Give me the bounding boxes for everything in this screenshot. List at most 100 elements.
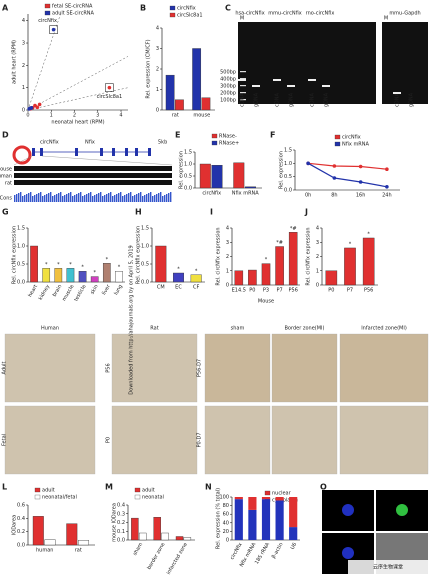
conservation — [156, 194, 158, 202]
row-label: P56 — [106, 363, 112, 372]
line — [308, 162, 387, 170]
watermark: 云序生物课堂 — [373, 564, 403, 571]
x-tick-label: E14.5 — [232, 288, 246, 294]
x-tick-label: Nfix mRNA — [232, 191, 260, 197]
x-tick-label: liver — [101, 283, 112, 296]
lane-label: gDNA — [324, 92, 330, 107]
exon — [148, 148, 151, 156]
conservation — [168, 193, 170, 202]
x-tick-label: kidney — [38, 284, 52, 301]
x-tick-label: testicle — [73, 284, 87, 303]
annotation: circNfix — [38, 18, 57, 24]
bar — [78, 540, 90, 546]
cell — [396, 504, 408, 516]
conservation — [112, 196, 114, 202]
x-tick-label: CF — [193, 285, 199, 291]
gene-label: circNfix — [40, 140, 59, 146]
conservation — [56, 194, 58, 202]
micrograph — [4, 333, 96, 403]
bar — [44, 539, 56, 546]
significance: * — [195, 268, 198, 274]
conservation — [34, 195, 36, 202]
gel-band — [308, 79, 316, 81]
highlight-box — [105, 83, 114, 92]
y-tick-label: 0.5 — [17, 262, 25, 268]
gel-band — [252, 85, 260, 87]
exon — [100, 148, 103, 156]
panel-letter: C — [225, 4, 231, 13]
conservation — [162, 196, 164, 202]
bar-segment — [248, 497, 257, 510]
conservation — [50, 192, 52, 202]
x-tick-label: circNfix — [229, 542, 244, 561]
micrograph — [204, 405, 271, 475]
gene-label: Nfix — [85, 140, 95, 146]
conservation — [22, 196, 24, 202]
y-axis-label: Rel. circNfix expression — [216, 227, 222, 285]
conservation — [44, 195, 46, 202]
panel-letter: J — [304, 208, 308, 217]
conservation — [118, 193, 120, 202]
conservation — [122, 196, 124, 202]
lane-label: gDNA — [409, 92, 415, 107]
track — [14, 180, 172, 185]
bar — [190, 274, 202, 283]
legend-swatch — [169, 5, 176, 11]
conservation — [84, 195, 86, 202]
y-tick-label: 20 — [223, 529, 229, 535]
conservation — [36, 194, 38, 202]
conservation — [18, 193, 20, 202]
y-tick-label: 4 — [156, 26, 159, 32]
conservation — [114, 195, 116, 202]
conservation — [26, 194, 28, 202]
legend-label: circSlc8a1 — [177, 13, 203, 19]
y-axis-label: mouse IODarea — [112, 503, 118, 542]
bar — [248, 269, 257, 286]
y-tick-label: 4 — [316, 226, 319, 232]
micrograph — [271, 405, 338, 475]
panel-letter: B — [140, 4, 146, 13]
lane-label: gDNA — [254, 92, 260, 107]
lane-label: gDNA — [289, 92, 295, 107]
conservation — [138, 193, 140, 202]
ladder-label: 300bp — [220, 84, 236, 90]
y-tick-label: 1 — [156, 87, 159, 93]
point — [306, 161, 310, 166]
row-label: P56-D7 — [197, 359, 203, 377]
conservation — [146, 194, 148, 202]
x-tick-label: 1 — [50, 113, 53, 119]
x-axis-label: neonatal heart (RPM) — [51, 120, 104, 126]
zoom — [13, 155, 33, 166]
histology-group: Human — [41, 326, 59, 332]
ladder-label: 400bp — [220, 77, 236, 83]
gel-group: rno-circNfix — [306, 11, 335, 17]
ladder-label: 500bp — [220, 70, 236, 76]
x-tick-label: P56 — [289, 288, 298, 294]
legend-swatch — [44, 10, 51, 16]
conservation — [154, 195, 156, 202]
bar-segment — [248, 509, 257, 540]
conservation — [54, 195, 56, 202]
conservation — [158, 193, 160, 202]
panel-letter: M — [105, 483, 113, 492]
bar — [234, 270, 244, 286]
conservation — [124, 195, 126, 202]
lane-label: cDNA — [240, 93, 246, 107]
y-tick-label: 80 — [223, 503, 229, 509]
y-tick-label: 1.0 — [184, 162, 192, 168]
y-tick-label: 0.0 — [117, 538, 125, 544]
y-tick-label: 0.4 — [17, 516, 25, 522]
bar — [344, 247, 356, 286]
gel-band — [238, 79, 246, 81]
conservation — [88, 193, 90, 202]
ladder-band — [240, 78, 246, 80]
y-tick-label: 3 — [22, 41, 25, 47]
bar — [192, 48, 202, 111]
y-tick-label: 1 — [226, 268, 229, 274]
bar — [90, 276, 99, 283]
conservation — [100, 192, 102, 202]
marker: M — [240, 16, 244, 22]
bar — [131, 517, 139, 541]
gel-band — [273, 79, 281, 81]
conservation — [102, 196, 104, 202]
